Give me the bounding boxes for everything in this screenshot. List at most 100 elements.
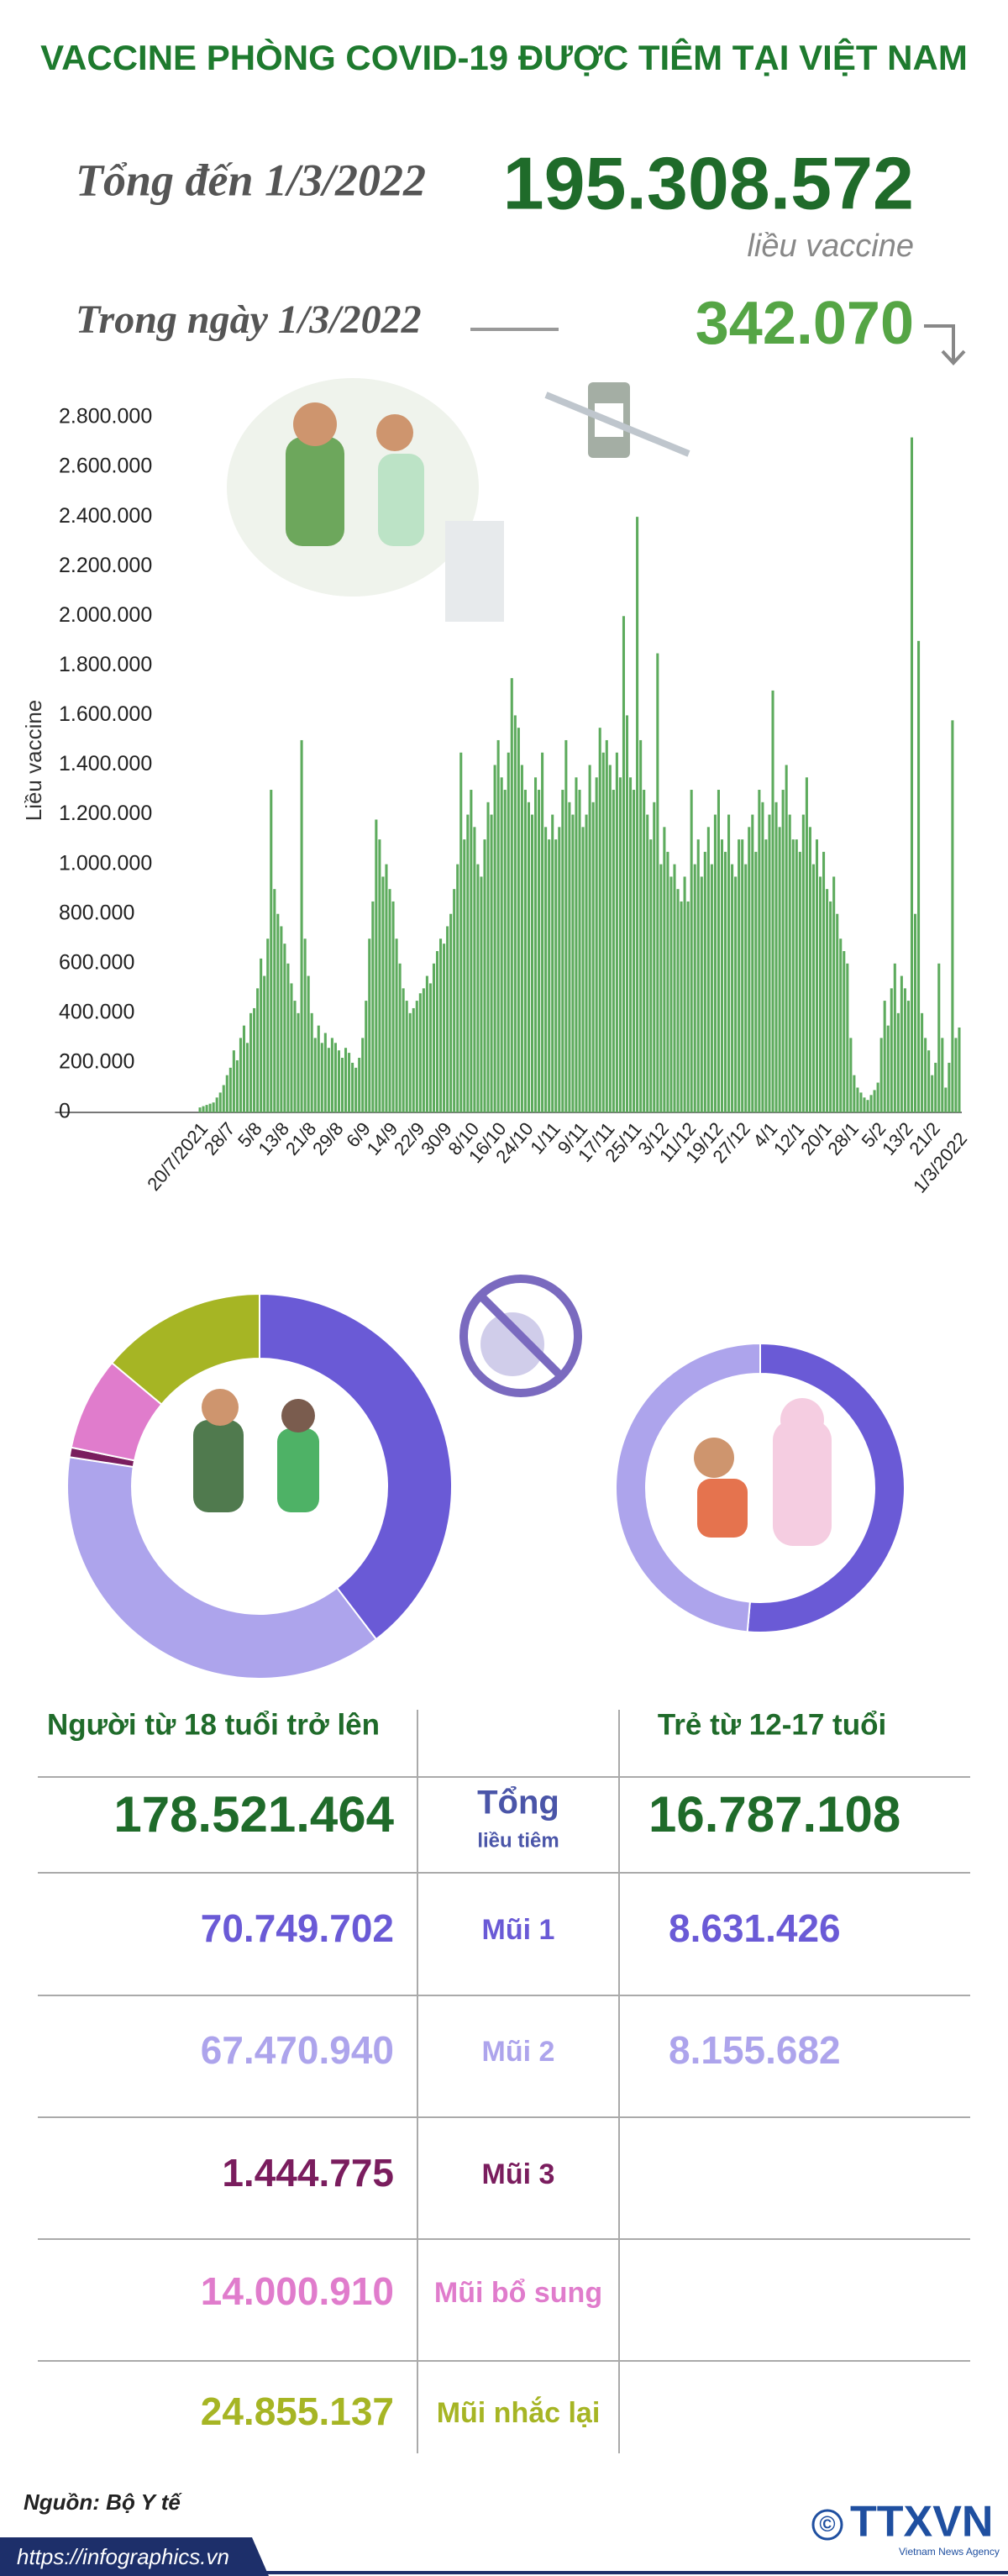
adult-value: 178.521.464: [113, 1786, 394, 1843]
bar: [676, 889, 680, 1112]
bar: [886, 1025, 890, 1112]
bar: [764, 839, 768, 1112]
bar: [300, 739, 303, 1112]
adult-value: 24.855.137: [201, 2389, 394, 2433]
bar: [428, 983, 432, 1112]
bar: [653, 802, 656, 1112]
bar: [788, 814, 791, 1112]
bar: [717, 790, 720, 1112]
bar: [483, 839, 486, 1112]
bar: [744, 864, 748, 1112]
bar: [368, 938, 371, 1112]
bar: [856, 1087, 859, 1112]
bar: [313, 1038, 317, 1112]
bar: [260, 958, 263, 1112]
bar: [422, 988, 425, 1112]
bar: [391, 901, 395, 1112]
bar: [575, 777, 578, 1112]
bar: [615, 752, 618, 1112]
bar: [365, 1001, 368, 1112]
logo-subtitle: Vietnam News Agency: [899, 2546, 1000, 2558]
page-title: VACCINE PHÒNG COVID-19 ĐƯỢC TIÊM TẠI VIỆ…: [40, 37, 968, 77]
bar: [924, 1038, 927, 1112]
bar: [839, 938, 843, 1112]
bar: [659, 864, 663, 1112]
bar: [432, 963, 436, 1112]
row-label: Mũi bổ sung: [434, 2277, 602, 2309]
bar: [951, 720, 954, 1112]
bar: [459, 752, 463, 1112]
total-value: 195.308.572: [503, 141, 914, 224]
bar: [896, 1012, 900, 1112]
bar: [791, 839, 795, 1112]
bar: [836, 913, 839, 1112]
bar: [337, 1050, 341, 1112]
bar: [470, 790, 473, 1112]
adult-value: 14.000.910: [201, 2269, 394, 2313]
bar: [263, 975, 266, 1112]
bar: [612, 790, 615, 1112]
bar: [541, 752, 544, 1112]
bar: [415, 1001, 418, 1112]
bar: [507, 752, 510, 1112]
bar: [466, 814, 470, 1112]
bar: [523, 790, 527, 1112]
adult-value: 1.444.775: [222, 2151, 394, 2195]
bar: [371, 901, 375, 1112]
bar: [815, 839, 819, 1112]
total-unit: liều vaccine: [747, 229, 914, 264]
total-label: Tổng đến 1/3/2022: [76, 155, 426, 205]
bar: [375, 819, 378, 1112]
y-tick-label: 2.800.000: [59, 405, 152, 428]
bar: [625, 715, 629, 1112]
bar: [768, 814, 771, 1112]
bar: [249, 1012, 253, 1112]
bar: [876, 1082, 879, 1112]
y-tick-label: 2.200.000: [59, 554, 152, 577]
bar: [754, 851, 758, 1112]
bar: [829, 901, 832, 1112]
bar: [548, 839, 551, 1112]
bar: [218, 1092, 222, 1112]
bar: [527, 802, 531, 1112]
bar: [381, 876, 385, 1112]
bar: [663, 827, 666, 1112]
bar: [198, 1107, 202, 1112]
bar: [425, 975, 428, 1112]
y-tick-label: 1.800.000: [59, 653, 152, 676]
bar: [696, 839, 700, 1112]
bar: [463, 839, 466, 1112]
x-tick-label: 28/7: [200, 1118, 239, 1159]
bar: [439, 938, 443, 1112]
bar: [643, 790, 646, 1112]
bar: [723, 851, 727, 1112]
y-tick-label: 2.600.000: [59, 455, 152, 478]
bar: [405, 1001, 408, 1112]
bar: [588, 765, 591, 1112]
bar: [948, 1062, 951, 1112]
bar: [276, 913, 280, 1112]
bar: [785, 765, 788, 1112]
bar: [741, 839, 744, 1112]
bar: [690, 790, 693, 1112]
bar: [941, 1038, 944, 1112]
y-tick-label: 2.000.000: [59, 603, 152, 627]
bar: [551, 814, 554, 1112]
bar: [520, 765, 523, 1112]
bar: [361, 1038, 365, 1112]
bar: [713, 814, 717, 1112]
bar: [703, 851, 706, 1112]
bar: [280, 926, 283, 1112]
bar: [595, 777, 598, 1112]
bar: [761, 802, 764, 1112]
donut-segment: [110, 1292, 260, 1406]
bar: [310, 1012, 313, 1112]
bar: [608, 765, 612, 1112]
bar: [205, 1105, 208, 1112]
bar: [805, 777, 808, 1112]
bar: [954, 1038, 958, 1112]
y-tick-label: 1.000.000: [59, 851, 152, 875]
bar: [449, 913, 453, 1112]
bar: [354, 1067, 358, 1112]
